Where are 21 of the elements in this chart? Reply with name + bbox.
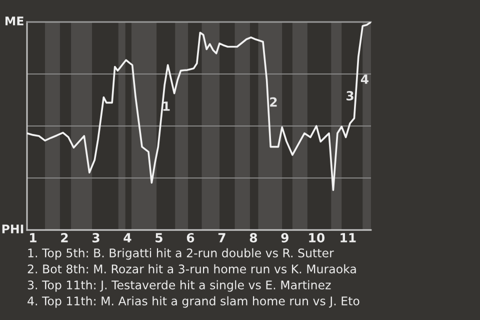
annotation: 1 bbox=[163, 102, 170, 111]
text: 1. Top 5th: B. Brigatti hit a 2-run double vs R. Sutter bbox=[28, 248, 334, 260]
x-tick-label: 10 bbox=[309, 233, 325, 242]
text: PHI bbox=[2, 224, 24, 234]
text: ME bbox=[5, 16, 24, 26]
x-tick-label: 3 bbox=[92, 233, 100, 242]
x-tick-label: 4 bbox=[124, 233, 132, 242]
x-tick-label: 11 bbox=[340, 233, 356, 242]
x-tick-label: 2 bbox=[61, 233, 68, 242]
x-tick-label: 8 bbox=[250, 233, 258, 242]
text: 4. Top 11th: M. Arias hit a grand slam home run vs J. Eto bbox=[28, 296, 360, 308]
annotation: 2 bbox=[270, 97, 277, 107]
text: 2. Bot 8th: M. Rozar hit a 3-run home run vs K. Muraoka bbox=[28, 264, 356, 274]
annotation: 3 bbox=[346, 91, 354, 101]
x-tick-label: 6 bbox=[186, 233, 194, 242]
x-tick-label: 9 bbox=[281, 233, 288, 242]
annotation: 4 bbox=[360, 74, 368, 84]
x-tick-label: 7 bbox=[218, 233, 226, 242]
text: 3. Top 11th: J. Testaverde hit a single vs E. Martinez bbox=[28, 280, 331, 292]
x-tick-label: 1 bbox=[30, 233, 36, 242]
x-tick-label: 5 bbox=[156, 233, 162, 242]
